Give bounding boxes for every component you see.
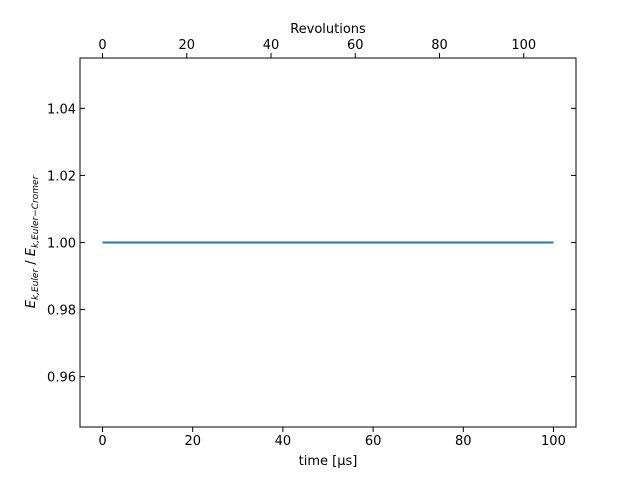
x-tick-label: 0 [98, 434, 106, 449]
y-tick-label: 1.02 [47, 169, 76, 184]
x-tick-label: 40 [275, 434, 292, 449]
secondary-x-tick-label: 20 [179, 38, 196, 53]
secondary-x-axis-label: Revolutions [290, 22, 366, 37]
x-tick-label: 60 [365, 434, 382, 449]
secondary-x-tick-label: 100 [511, 38, 536, 53]
secondary-x-axis: 0 20 40 60 80 100 [98, 38, 536, 58]
x-axis-label: time [μs] [299, 454, 358, 469]
y-tick-label: 0.96 [47, 371, 76, 386]
y-tick-label: 0.98 [47, 304, 76, 319]
y-axis-right-ticks [571, 107, 576, 378]
secondary-x-tick-label: 60 [347, 38, 364, 53]
secondary-x-tick-label: 40 [263, 38, 280, 53]
y-axis-label: Ek,Euler / Ek,Euler−Cromer [24, 174, 41, 308]
x-tick-label: 80 [455, 434, 472, 449]
secondary-x-tick-label: 80 [431, 38, 448, 53]
x-axis: 0 20 40 60 80 100 [98, 427, 566, 449]
secondary-x-tick-label: 0 [98, 38, 106, 53]
y-tick-label: 1.00 [47, 237, 76, 252]
x-tick-label: 100 [541, 434, 566, 449]
y-axis: 0.96 0.98 1.00 1.02 1.04 [47, 102, 85, 386]
y-tick-label: 1.04 [47, 102, 76, 117]
x-tick-label: 20 [184, 434, 201, 449]
